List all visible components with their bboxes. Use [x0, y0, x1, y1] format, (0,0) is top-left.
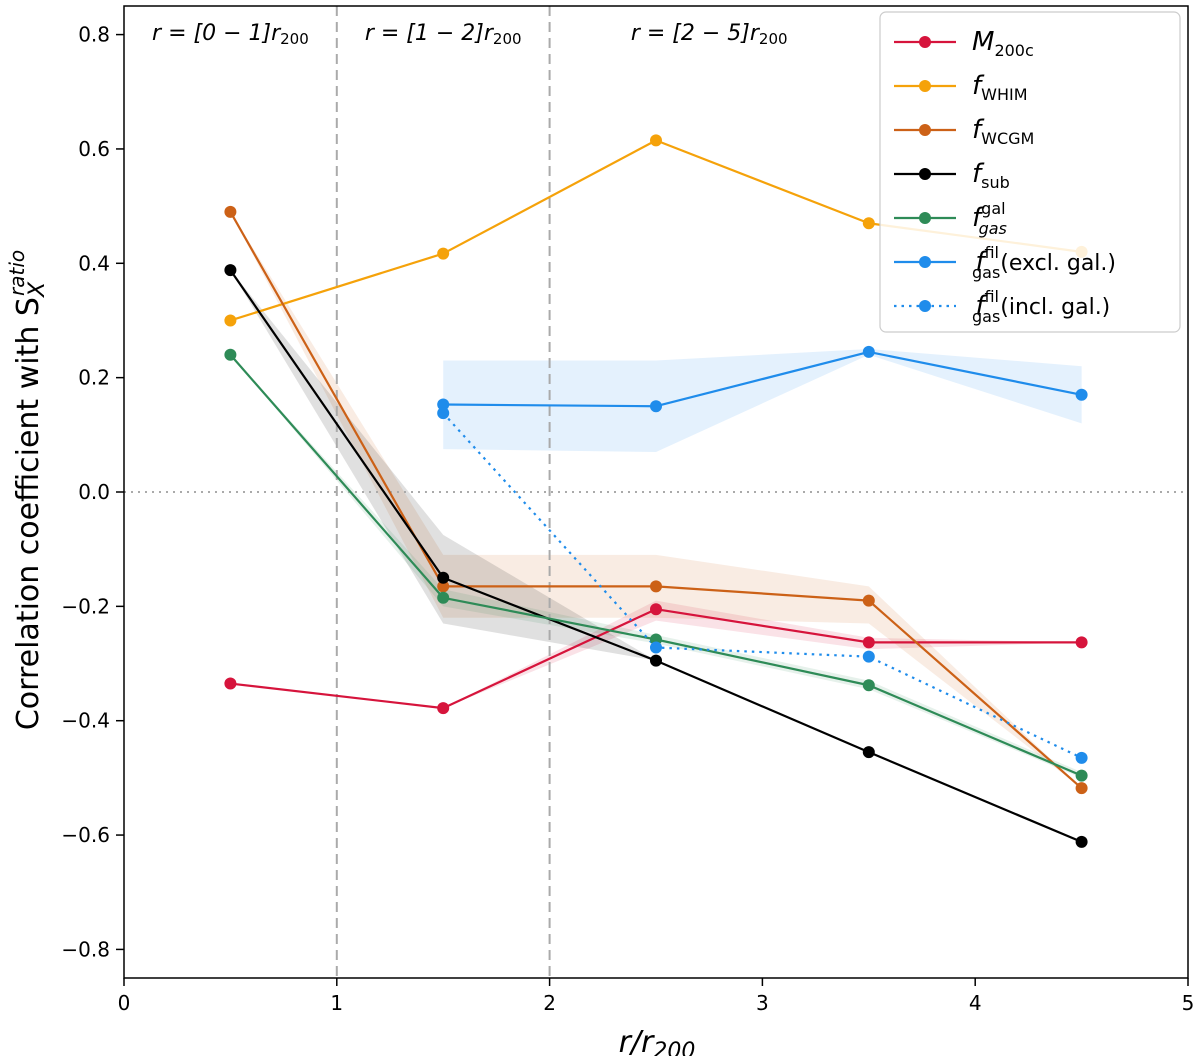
legend-marker-fsub	[919, 168, 931, 180]
point-fsub-3	[862, 746, 875, 759]
point-fgas_fil_excl-1	[650, 400, 662, 413]
point-fWHIM-3	[862, 217, 875, 230]
y-tick-label: −0.6	[61, 823, 110, 847]
point-M200c-3	[862, 636, 875, 649]
y-axis: −0.8 −0.6 −0.4 −0.2 0.0 0.2 0.4 0.6 0.8	[61, 23, 124, 961]
point-M200c-2	[650, 603, 662, 616]
point-M200c-0	[224, 677, 237, 690]
x-tick-label: 3	[756, 991, 769, 1015]
x-axis-title: r/r200	[619, 1025, 696, 1056]
series-line-fgas_fil_incl	[442, 412, 1083, 759]
legend-marker-fgas_fil_excl	[919, 256, 931, 268]
y-tick-label: −0.2	[61, 594, 110, 618]
point-fsub-4	[1075, 835, 1088, 848]
y-tick-label: 0.0	[78, 480, 110, 504]
point-fsub-0	[224, 264, 237, 277]
point-fgas_gal-4	[1075, 769, 1088, 782]
x-tick-label: 5	[1182, 991, 1195, 1015]
point-fWCGM-0	[224, 205, 237, 218]
series-line-fgas_fil_excl	[443, 350, 1082, 408]
point-M200c-4	[1075, 636, 1088, 649]
point-fgas_fil_excl-3	[1075, 388, 1088, 401]
legend-marker-fgas_gal	[919, 212, 931, 224]
point-fsub-1	[437, 571, 450, 584]
point-M200c-1	[437, 702, 450, 715]
point-fgas_fil_incl-1	[650, 641, 662, 654]
legend-label-M200c: M200c	[972, 27, 1034, 60]
point-fWHIM-1	[437, 247, 450, 260]
legend-label-fgas_gal: fgal gas	[972, 199, 1007, 238]
band-fgas_fil_excl	[443, 349, 1082, 452]
point-fWCGM-4	[1075, 782, 1088, 795]
legend-marker-M200c	[919, 36, 931, 48]
point-fgas_gal-1	[437, 591, 450, 604]
region-label-1: r = [1 − 2]r200	[365, 21, 522, 48]
y-tick-label: 0.6	[78, 137, 110, 161]
legend-marker-fWCGM	[919, 124, 931, 136]
x-tick-label: 1	[330, 991, 343, 1015]
legend-marker-fWHIM	[919, 80, 931, 92]
point-fWCGM-2	[650, 580, 662, 593]
point-fgas_gal-3	[862, 679, 875, 692]
point-fgas_fil_excl-2	[862, 345, 875, 358]
y-axis-title: Correlation coefficient with SXratio	[5, 250, 50, 730]
x-tick-label: 4	[969, 991, 982, 1015]
point-fWCGM-3	[862, 594, 875, 607]
y-tick-label: 0.4	[78, 251, 110, 275]
x-tick-label: 2	[543, 991, 556, 1015]
point-fgas_fil_excl-0	[437, 398, 450, 411]
point-fgas_fil_incl-2	[862, 650, 875, 663]
region-label-0: r = [0 − 1]r200	[152, 21, 309, 48]
y-tick-label: −0.4	[61, 709, 110, 733]
x-tick-label: 0	[118, 991, 131, 1015]
bands-layer	[230, 211, 1082, 842]
region-label-2: r = [2 − 5]r200	[631, 21, 788, 48]
legend-label-fgas_fil_excl: ffil gas(excl. gal.)	[972, 243, 1116, 282]
point-fWCGM-1	[437, 580, 450, 593]
point-fWHIM-2	[650, 134, 662, 147]
point-fgas_gal-0	[224, 348, 237, 361]
series-markers-layer	[224, 134, 1088, 848]
legend-label-fgas_fil_incl: ffil gas(incl. gal.)	[972, 287, 1110, 326]
y-tick-label: −0.8	[61, 937, 110, 961]
region-labels: r = [0 − 1]r200 r = [1 − 2]r200 r = [2 − 5…	[152, 21, 788, 48]
y-tick-label: 0.2	[78, 366, 110, 390]
y-tick-label: 0.8	[78, 23, 110, 47]
point-fWHIM-0	[224, 314, 237, 327]
x-axis: 0 1 2 3 4 5	[118, 978, 1195, 1015]
band-fWCGM	[230, 211, 1082, 789]
point-fgas_fil_incl-0	[437, 407, 450, 420]
reference-lines	[124, 6, 1188, 978]
legend-box	[879, 11, 1181, 333]
point-fsub-2	[650, 654, 662, 667]
point-fgas_fil_incl-3	[1075, 751, 1088, 764]
legend-marker-fgas_fil_incl	[919, 300, 931, 312]
